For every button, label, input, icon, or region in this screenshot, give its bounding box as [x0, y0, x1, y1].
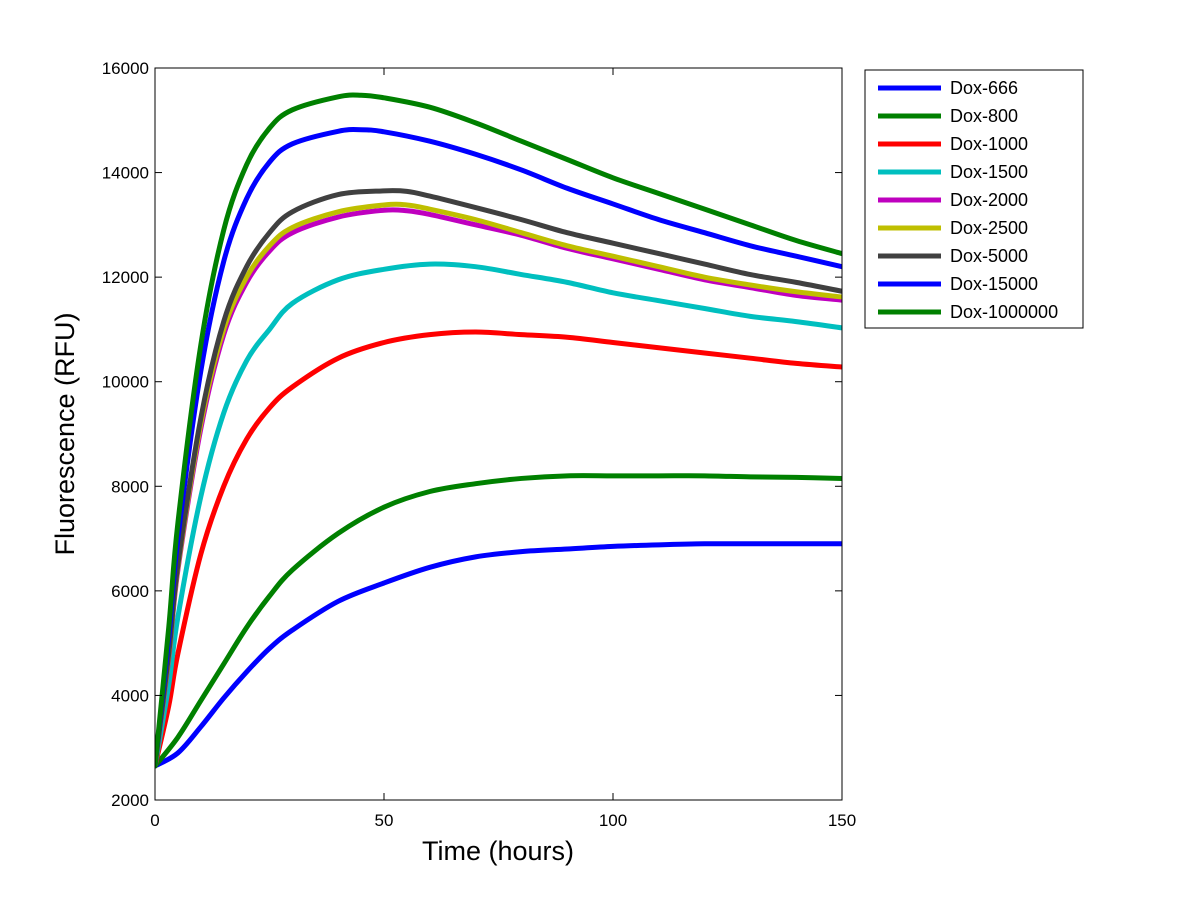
legend-label: Dox-2000 [950, 190, 1028, 210]
legend: Dox-666 Dox-800 Dox-1000 Dox-1500 Dox-2000 Do… [864, 69, 1084, 329]
legend-items: Dox-666 Dox-800 Dox-1000 Dox-1500 Dox-2000 Do… [878, 78, 1058, 322]
plot-lines [155, 92, 842, 769]
y-tick-label: 8000 [111, 477, 149, 496]
y-tick-label: 2000 [111, 791, 149, 810]
y-tick-label: 10000 [102, 373, 149, 392]
series-line-dox-1500 [155, 261, 842, 769]
legend-label: Dox-2500 [950, 218, 1028, 238]
legend-label: Dox-1000 [950, 134, 1028, 154]
series-line-dox-1000 [155, 329, 842, 769]
series-line-dox-1000000 [155, 92, 842, 769]
x-tick-label: 50 [375, 811, 394, 830]
y-tick-label: 6000 [111, 582, 149, 601]
legend-label: Dox-666 [950, 78, 1018, 98]
legend-label: Dox-1000000 [950, 302, 1058, 322]
x-axis-label: Time (hours) [422, 836, 574, 866]
x-tick-label: 150 [828, 811, 856, 830]
axis-tick-labels: 0 50 100 150 2000 4000 6000 8000 10000 12000 14000… [102, 59, 856, 830]
y-tick-label: 16000 [102, 59, 149, 78]
series-line-dox-15000 [155, 127, 842, 769]
plot-frame [154, 67, 843, 801]
series-line-dox-5000 [155, 188, 842, 769]
axis-ticks [154, 67, 843, 801]
x-tick-label: 100 [599, 811, 627, 830]
legend-label: Dox-1500 [950, 162, 1028, 182]
x-tick-label: 0 [150, 811, 159, 830]
y-tick-label: 12000 [102, 268, 149, 287]
legend-label: Dox-800 [950, 106, 1018, 126]
legend-label: Dox-5000 [950, 246, 1028, 266]
y-axis-label: Fluorescence (RFU) [50, 312, 80, 555]
y-tick-label: 14000 [102, 164, 149, 183]
y-tick-label: 4000 [111, 686, 149, 705]
legend-label: Dox-15000 [950, 274, 1038, 294]
series-line-dox-800 [155, 473, 842, 769]
series-line-dox-666 [155, 541, 842, 769]
